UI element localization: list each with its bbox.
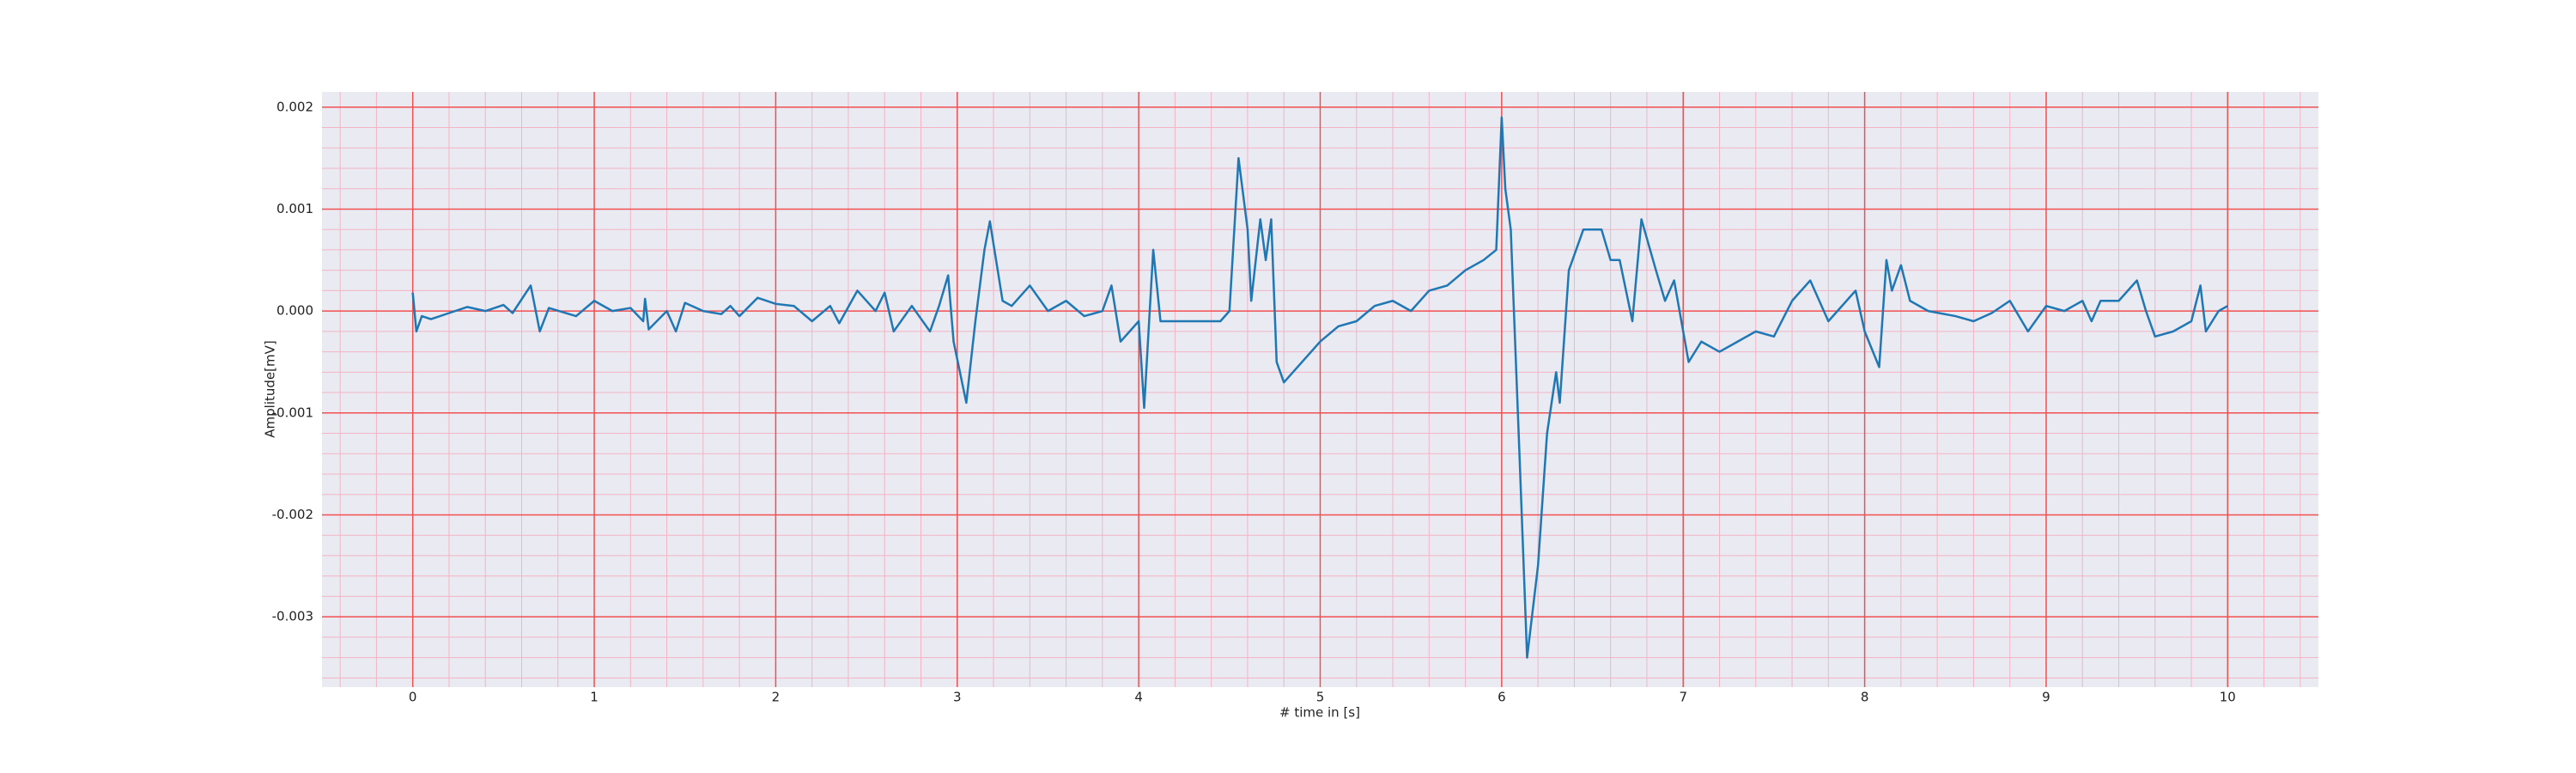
x-tick-label: 4 [1134, 690, 1143, 705]
x-axis-label: # time in [s] [1279, 705, 1360, 721]
x-tick-label: 10 [2220, 690, 2236, 705]
y-axis-label: Amplitude[mV] [263, 340, 278, 437]
y-tick-label: 0.000 [276, 303, 313, 319]
x-tick-label: 7 [1679, 690, 1687, 705]
signal-line [411, 116, 2228, 659]
x-tick-label: 3 [953, 690, 962, 705]
x-tick-label: 0 [409, 690, 417, 705]
x-tick-label: 9 [2042, 690, 2050, 705]
y-tick-label: -0.002 [272, 507, 313, 522]
y-tick-label: -0.003 [272, 609, 313, 624]
y-tick-label: -0.001 [272, 405, 313, 420]
x-tick-label: 5 [1316, 690, 1325, 705]
y-tick-label: 0.001 [276, 201, 313, 216]
y-tick-label: 0.002 [276, 99, 313, 114]
x-tick-label: 6 [1498, 690, 1506, 705]
x-tick-label: 8 [1861, 690, 1869, 705]
x-tick-label: 1 [590, 690, 598, 705]
x-tick-label: 2 [772, 690, 781, 705]
